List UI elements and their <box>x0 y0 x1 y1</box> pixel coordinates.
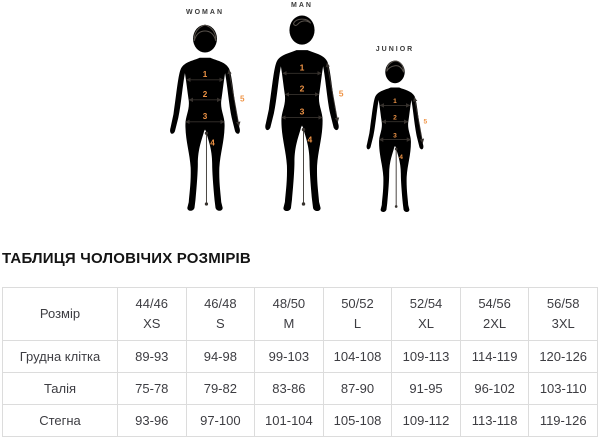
value-cell: 101-104 <box>254 404 324 437</box>
woman-marker-3: 3 <box>203 112 208 121</box>
junior-arm-measure-line <box>413 97 424 144</box>
size-number: 54/56 <box>478 296 511 311</box>
size-letter: M <box>283 316 295 331</box>
junior-marker-4: 4 <box>399 154 403 161</box>
man-figure-diagram: 1 2 3 4 5 <box>255 13 344 214</box>
size-letter: 3XL <box>551 316 575 331</box>
value-cell: 89-93 <box>117 340 187 373</box>
size-number: 56/58 <box>546 296 580 311</box>
man-label: MAN <box>291 2 313 9</box>
woman-marker-2: 2 <box>203 90 208 99</box>
man-marker-1: 1 <box>300 62 305 72</box>
value-cell: 109-112 <box>391 404 461 437</box>
value-cell: 119-126 <box>528 404 598 437</box>
value-cell: 87-90 <box>322 372 393 405</box>
waist-row: Талія 75-78 79-82 83-86 87-90 91-95 96-1… <box>2 372 598 405</box>
man-marker-5: 5 <box>339 88 344 98</box>
size-header-cell: 46/48 S <box>185 287 256 341</box>
junior-marker-3: 3 <box>393 132 397 139</box>
size-letter: S <box>216 316 225 331</box>
size-letter: L <box>353 316 362 331</box>
man-arm-measure-line <box>325 62 340 123</box>
row-label: Грудна клітка <box>2 340 118 373</box>
size-letter: XL <box>418 316 434 331</box>
row-label: Стегна <box>2 404 118 437</box>
value-cell: 99-103 <box>254 340 324 373</box>
size-letter: 2XL <box>483 316 507 331</box>
size-table: Розмір 44/46 XS 46/48 S 48/50 M 50/52 L … <box>2 287 598 437</box>
size-header-cell: 48/50 M <box>254 287 324 341</box>
value-cell: 75-78 <box>117 372 187 405</box>
woman-inseam-dot-top <box>204 131 209 135</box>
woman-marker-5: 5 <box>240 95 245 104</box>
junior-inseam-dot-top <box>394 147 398 151</box>
junior-hair <box>387 61 404 72</box>
value-cell: 97-100 <box>185 404 256 437</box>
size-letter: XS <box>143 316 161 331</box>
man-marker-3: 3 <box>300 107 305 117</box>
row-label: Талія <box>2 372 118 405</box>
size-table-header-row: Розмір 44/46 XS 46/48 S 48/50 M 50/52 L … <box>2 287 598 341</box>
woman-label: WOMAN <box>186 9 224 16</box>
value-cell: 114-119 <box>459 340 530 373</box>
size-header-label: Розмір <box>2 287 118 341</box>
value-cell: 79-82 <box>185 372 256 405</box>
value-cell: 96-102 <box>459 372 530 405</box>
size-number: 50/52 <box>341 296 374 311</box>
man-hair <box>293 19 310 25</box>
value-cell: 83-86 <box>254 372 324 405</box>
size-header-cell: 44/46 XS <box>117 287 187 341</box>
junior-figure-diagram: 1 2 3 4 5 <box>360 58 427 215</box>
value-cell: 113-118 <box>459 404 530 437</box>
value-cell: 120-126 <box>528 340 598 373</box>
size-number: 44/46 <box>135 296 169 311</box>
value-cell: 105-108 <box>322 404 393 437</box>
value-cell: 93-96 <box>117 404 187 437</box>
size-header-cell: 56/58 3XL <box>528 287 598 341</box>
woman-marker-1: 1 <box>203 70 208 79</box>
value-cell: 109-113 <box>391 340 461 373</box>
woman-hair <box>194 25 215 40</box>
value-cell: 94-98 <box>185 340 256 373</box>
value-cell: 103-110 <box>528 372 598 405</box>
section-title: ТАБЛИЦЯ ЧОЛОВІЧИХ РОЗМІРІВ <box>2 250 251 267</box>
chest-row: Грудна клітка 89-93 94-98 99-103 104-108… <box>2 340 598 373</box>
size-number: 46/48 <box>204 296 237 311</box>
value-cell: 104-108 <box>322 340 393 373</box>
woman-inseam-dot-bottom <box>204 202 209 206</box>
woman-figure-diagram: 1 2 3 4 5 <box>162 22 245 214</box>
size-number: 48/50 <box>272 296 306 311</box>
junior-marker-5: 5 <box>423 118 427 125</box>
man-inseam-dot-bottom <box>301 202 306 206</box>
size-header-cell: 54/56 2XL <box>459 287 530 341</box>
junior-marker-2: 2 <box>393 114 397 121</box>
size-header-cell: 52/54 XL <box>391 287 461 341</box>
size-number: 52/54 <box>409 296 443 311</box>
value-cell: 91-95 <box>391 372 461 405</box>
man-marker-4: 4 <box>308 135 313 145</box>
hips-row: Стегна 93-96 97-100 101-104 105-108 109-… <box>2 404 598 437</box>
junior-label: JUNIOR <box>375 46 415 53</box>
junior-inseam-dot-bottom <box>394 205 398 208</box>
woman-arm-measure-line <box>227 69 241 127</box>
man-marker-2: 2 <box>300 83 305 93</box>
size-header-cell: 50/52 L <box>322 287 393 341</box>
woman-marker-4: 4 <box>210 139 215 148</box>
junior-marker-1: 1 <box>393 98 397 105</box>
man-inseam-dot-top <box>301 127 306 132</box>
